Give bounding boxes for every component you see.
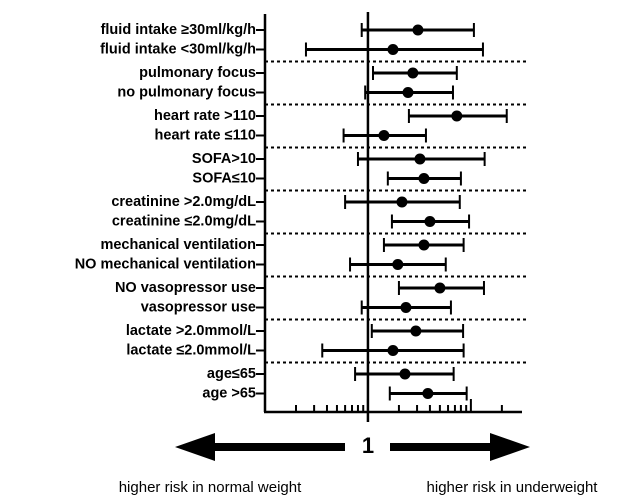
row-label: mechanical ventilation [100,237,256,253]
row-label: SOFA≤10 [192,170,256,186]
estimate [402,87,414,98]
row-label: NO mechanical ventilation [75,256,256,272]
row-label: creatinine >2.0mg/dL [111,194,256,210]
row-label: fluid intake <30ml/kg/h [100,41,256,57]
estimate [422,388,434,399]
estimate [418,239,430,251]
row-label: creatinine ≤2.0mg/dL [112,213,256,229]
estimate [392,259,404,270]
estimate [400,302,412,313]
estimate [399,368,411,380]
x-tick-label: 1 [362,433,374,458]
row-label: heart rate >110 [154,108,256,124]
estimate [418,173,430,184]
right-arrow [390,433,530,461]
estimate [387,345,399,356]
estimate [434,282,446,294]
estimate [451,110,463,122]
row-label: age >65 [202,385,256,401]
row-label: vasopressor use [141,299,256,315]
estimate [407,67,419,79]
estimate [412,24,424,36]
estimate [410,325,422,337]
row-label: fluid intake ≥30ml/kg/h [101,22,256,38]
row-label: lactate ≤2.0mmol/L [126,342,256,358]
left-arrow [175,433,345,461]
estimate [424,216,436,227]
row-label: lactate >2.0mmol/L [126,323,256,339]
estimate [414,153,426,165]
row-label: age≤65 [207,366,256,382]
right-note: higher risk in underweight [427,479,599,496]
row-label: heart rate ≤110 [155,127,256,143]
row-label: pulmonary focus [139,65,256,81]
row-label: NO vasopressor use [115,280,256,296]
estimate [396,196,408,208]
row-label: SOFA>10 [192,151,256,167]
estimate [378,130,390,141]
row-label: no pulmonary focus [117,84,256,100]
estimate [387,44,399,55]
left-note: higher risk in normal weight [119,479,302,496]
